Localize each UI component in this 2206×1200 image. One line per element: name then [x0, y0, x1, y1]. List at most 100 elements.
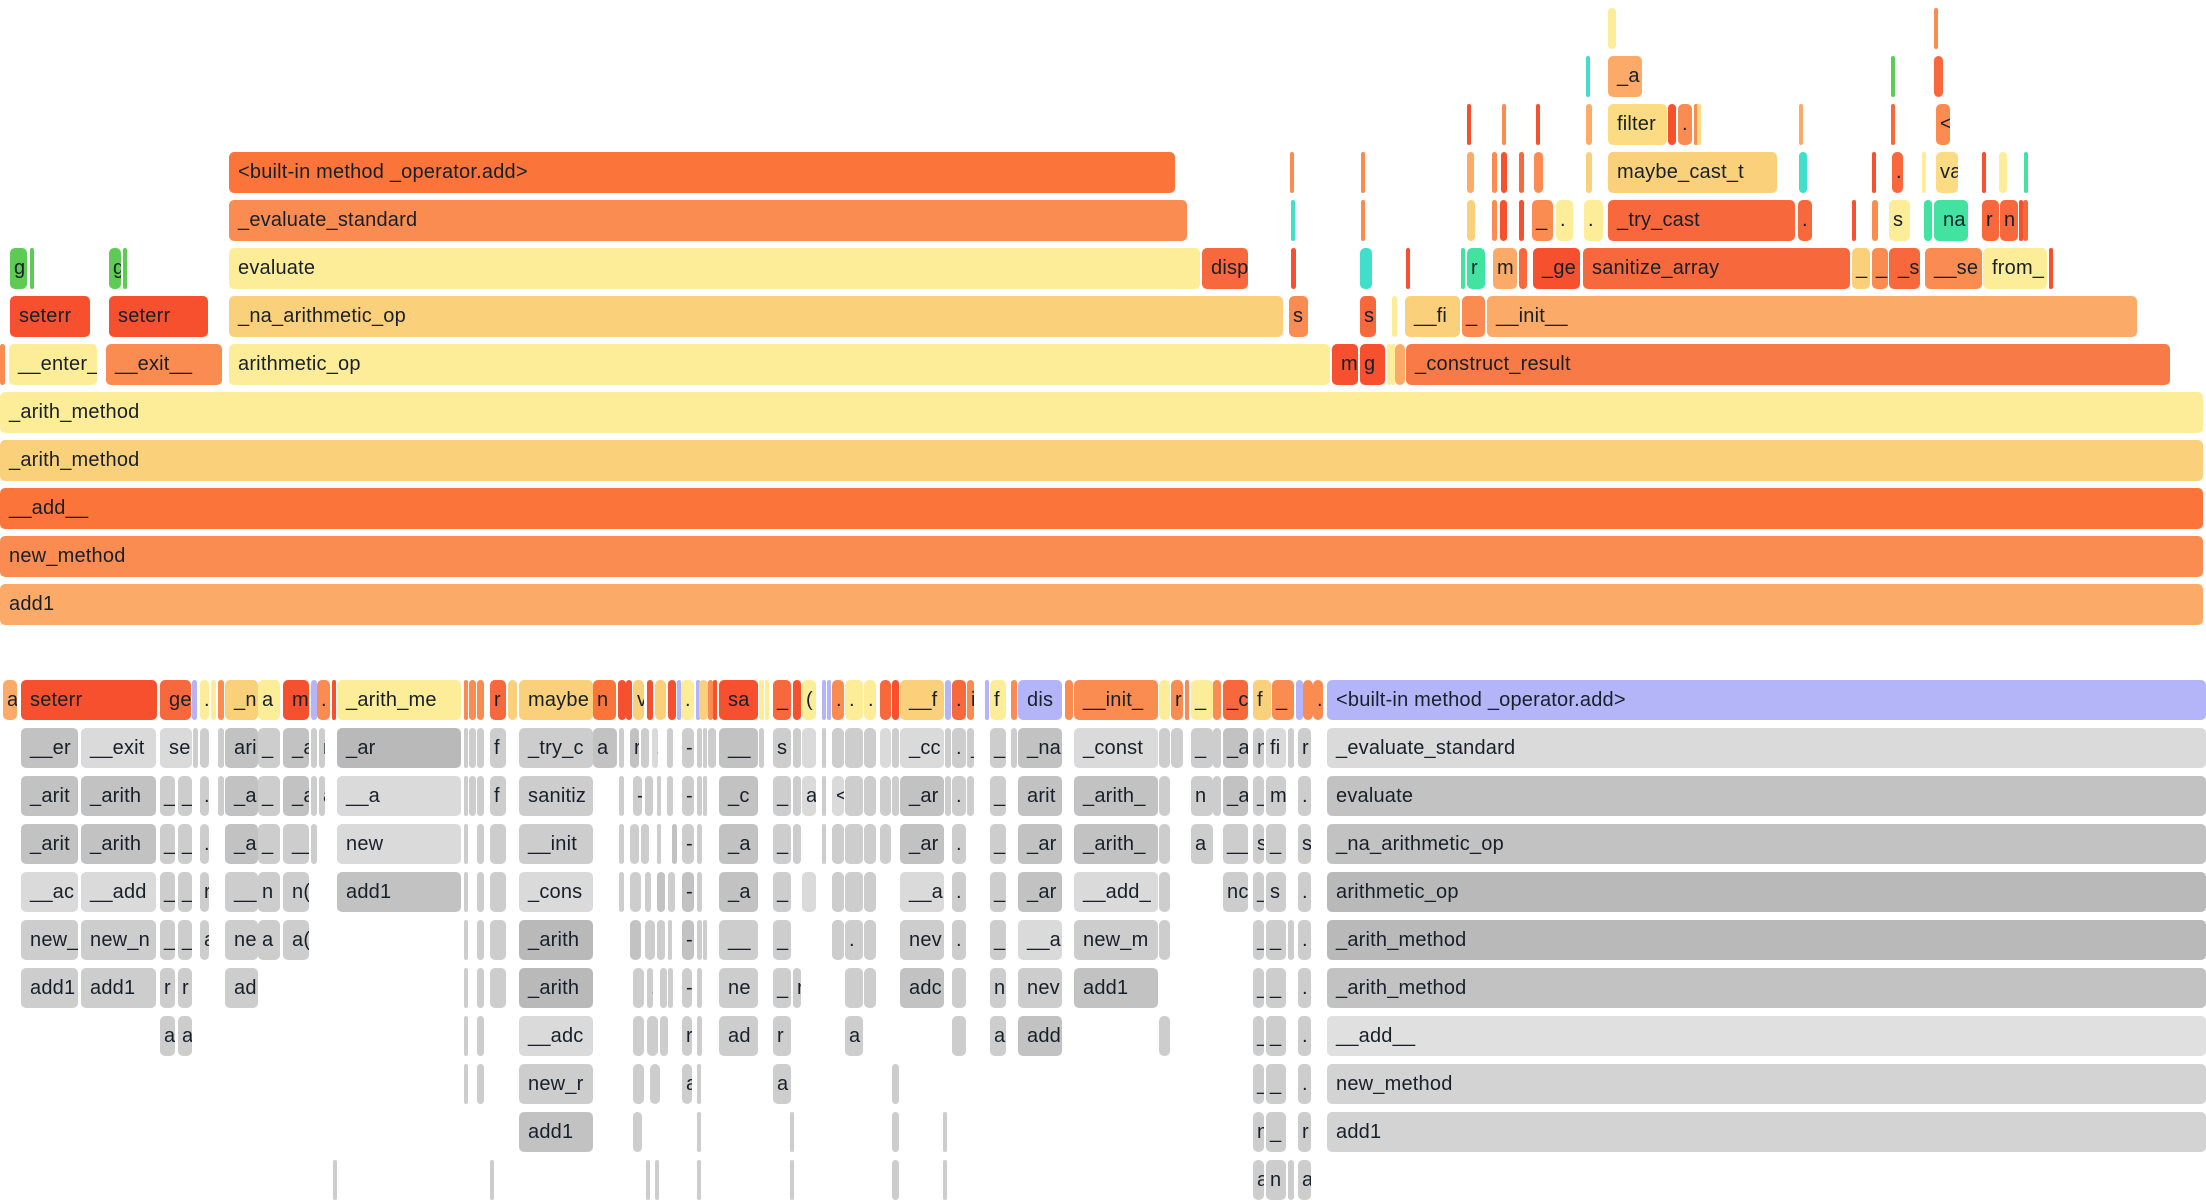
frame-bar-c[interactable]: _c	[1223, 680, 1248, 720]
frame-bar[interactable]	[822, 680, 826, 720]
frame-bar[interactable]	[650, 1064, 660, 1104]
frame-bar[interactable]	[490, 1160, 494, 1200]
frame-bar[interactable]: .	[200, 680, 209, 720]
frame-bar-m[interactable]: m	[1332, 344, 1358, 385]
frame-bar[interactable]	[708, 680, 713, 720]
frame-bar[interactable]: _	[990, 824, 1006, 864]
frame-bar[interactable]	[952, 968, 966, 1008]
frame-bar[interactable]	[660, 1016, 668, 1056]
frame-bar[interactable]	[469, 680, 476, 720]
frame-bar-evaluate-standard[interactable]: _evaluate_standard	[1327, 728, 2206, 768]
frame-bar-na[interactable]: _na	[1018, 728, 1062, 768]
frame-bar[interactable]	[633, 968, 644, 1008]
frame-bar[interactable]: -	[682, 968, 692, 1008]
frame-bar[interactable]: _	[1191, 680, 1213, 720]
frame-bar[interactable]: <	[1936, 104, 1950, 145]
frame-bar-arith[interactable]: _arith	[81, 776, 156, 816]
frame-bar[interactable]	[845, 776, 863, 816]
frame-bar[interactable]	[657, 920, 665, 960]
frame-bar-ac[interactable]: __ac	[21, 872, 78, 912]
frame-bar[interactable]	[619, 824, 624, 864]
frame-bar[interactable]	[1799, 152, 1807, 193]
frame-bar[interactable]	[713, 680, 717, 720]
frame-bar[interactable]: _	[1253, 776, 1264, 816]
frame-bar[interactable]: .	[1298, 920, 1311, 960]
frame-bar-ar[interactable]: _ar	[1018, 824, 1062, 864]
frame-bar[interactable]	[645, 776, 653, 816]
frame-bar[interactable]: _	[773, 968, 791, 1008]
frame-bar[interactable]	[1534, 152, 1543, 193]
frame-bar[interactable]	[1159, 728, 1170, 768]
frame-bar[interactable]	[1185, 680, 1189, 720]
frame-bar-v[interactable]: v	[633, 680, 644, 720]
frame-bar[interactable]: (	[802, 680, 816, 720]
frame-bar[interactable]: _	[160, 920, 175, 960]
frame-bar[interactable]	[864, 920, 876, 960]
frame-bar[interactable]	[822, 776, 826, 816]
frame-bar[interactable]: _	[178, 824, 192, 864]
frame-bar[interactable]	[697, 1160, 701, 1200]
frame-bar[interactable]	[464, 1064, 468, 1104]
frame-bar-r[interactable]: r	[1298, 728, 1311, 768]
frame-bar[interactable]	[1288, 920, 1294, 960]
frame-bar[interactable]	[477, 1064, 484, 1104]
frame-bar-arith-method[interactable]: _arith_method	[0, 392, 2203, 433]
frame-bar-r[interactable]: r	[160, 968, 175, 1008]
frame-bar[interactable]	[945, 680, 951, 720]
frame-bar[interactable]	[1922, 152, 1926, 193]
selected-frame-bar[interactable]: <built-in method _operator.add>	[1327, 680, 2206, 720]
frame-bar[interactable]	[880, 824, 891, 864]
frame-bar[interactable]	[1296, 680, 1303, 720]
frame-bar-s[interactable]: s	[1289, 296, 1308, 337]
frame-bar[interactable]	[1011, 680, 1017, 720]
frame-bar[interactable]	[1291, 200, 1295, 241]
frame-bar-sanitiz[interactable]: sanitiz	[519, 776, 593, 816]
frame-bar-sanitize-array[interactable]: sanitize_array	[1583, 248, 1850, 289]
frame-bar-arithmetic-op[interactable]: arithmetic_op	[229, 344, 1330, 385]
frame-bar[interactable]	[892, 728, 899, 768]
frame-bar-arit[interactable]: _arit	[21, 776, 78, 816]
frame-bar-add1[interactable]: add1	[21, 968, 78, 1008]
frame-bar-a[interactable]: a	[845, 1016, 863, 1056]
frame-bar-new-method[interactable]: new_method	[1327, 1064, 2206, 1104]
frame-bar-a[interactable]: a	[682, 1064, 692, 1104]
frame-bar[interactable]	[477, 728, 484, 768]
frame-bar[interactable]	[1536, 104, 1540, 145]
frame-bar[interactable]: _	[773, 680, 791, 720]
frame-bar[interactable]	[668, 968, 673, 1008]
frame-bar[interactable]	[697, 824, 702, 864]
frame-bar[interactable]	[832, 872, 844, 912]
frame-bar[interactable]: _	[1266, 968, 1286, 1008]
frame-bar[interactable]	[1011, 728, 1017, 768]
frame-bar[interactable]: .	[864, 680, 876, 720]
frame-bar[interactable]	[200, 728, 209, 768]
frame-bar[interactable]	[1461, 248, 1465, 289]
frame-bar[interactable]	[880, 728, 891, 768]
frame-bar[interactable]	[1159, 1016, 1170, 1056]
frame-bar[interactable]	[759, 728, 764, 768]
frame-bar[interactable]: _	[773, 872, 791, 912]
frame-bar[interactable]: .	[668, 920, 672, 960]
frame-bar[interactable]	[490, 824, 506, 864]
frame-bar-n[interactable]: n	[990, 968, 1006, 1008]
frame-bar-a[interactable]: a	[593, 728, 617, 768]
frame-bar[interactable]	[1406, 248, 1410, 289]
frame-bar[interactable]: _	[1253, 1016, 1264, 1056]
frame-bar[interactable]	[1213, 680, 1221, 720]
frame-bar[interactable]	[1852, 200, 1856, 241]
frame-bar-se[interactable]: __se	[1925, 248, 1982, 289]
frame-bar[interactable]	[1171, 728, 1183, 768]
frame-bar[interactable]: _	[967, 728, 974, 768]
frame-bar-m[interactable]: m	[1266, 776, 1286, 816]
frame-bar[interactable]: _	[1872, 248, 1888, 289]
frame-bar-ar[interactable]: _ar	[337, 728, 461, 768]
frame-bar-n[interactable]: n	[258, 872, 280, 912]
frame-bar[interactable]	[1213, 776, 1221, 816]
frame-bar[interactable]	[880, 776, 891, 816]
frame-bar[interactable]: .	[1298, 968, 1311, 1008]
frame-bar[interactable]	[1501, 152, 1507, 193]
frame-bar[interactable]	[1519, 152, 1524, 193]
frame-bar-add1[interactable]: add1	[519, 1112, 593, 1152]
frame-bar[interactable]: _	[1266, 1064, 1286, 1104]
frame-bar-seterr[interactable]: seterr	[10, 296, 90, 337]
